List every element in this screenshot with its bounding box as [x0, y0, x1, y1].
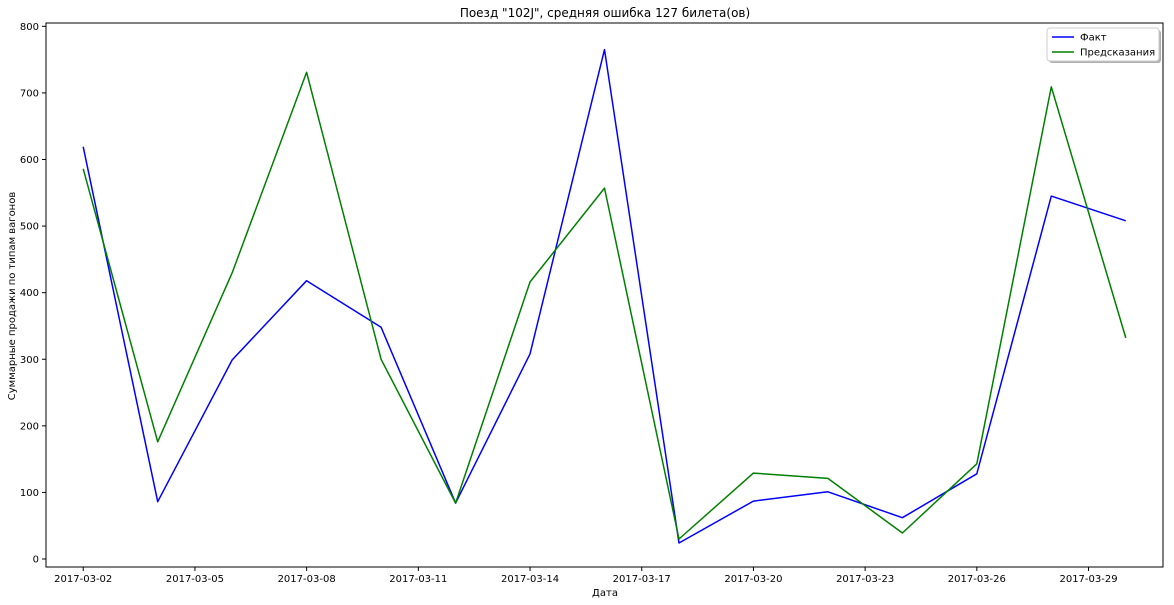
x-tick-label: 2017-03-17 [613, 574, 671, 585]
legend: Факт Предсказания [1046, 27, 1161, 63]
y-tick-label: 500 [20, 222, 39, 233]
x-tick-label: 2017-03-29 [1059, 574, 1117, 585]
x-tick-label: 2017-03-23 [836, 574, 894, 585]
y-tick-label: 400 [20, 288, 39, 299]
x-tick-label: 2017-03-26 [948, 574, 1006, 585]
x-axis: 2017-03-02 2017-03-05 2017-03-08 2017-03-11… [54, 567, 1118, 585]
chart-title: Поезд "102J", средняя ошибка 127 билета(… [460, 6, 750, 20]
y-tick-label: 600 [20, 155, 39, 166]
x-tick-label: 2017-03-14 [501, 574, 559, 585]
y-tick-label: 700 [20, 88, 39, 99]
y-tick-label: 0 [33, 555, 39, 566]
y-axis: 0 100 200 300 400 500 600 700 800 [20, 22, 46, 566]
x-tick-label: 2017-03-20 [724, 574, 782, 585]
x-tick-label: 2017-03-11 [389, 574, 447, 585]
series-line-fact [82, 48, 1127, 544]
x-tick-label: 2017-03-02 [54, 574, 112, 585]
y-axis-label: Суммарные продажи по типам вагонов [7, 192, 18, 401]
y-tick-label: 300 [20, 355, 39, 366]
legend-label: Факт [1080, 33, 1107, 44]
x-axis-label: Дата [592, 588, 618, 599]
legend-label: Предсказания [1080, 48, 1155, 59]
series-layer [82, 48, 1127, 544]
y-tick-label: 800 [20, 22, 39, 33]
plot-area [45, 22, 1164, 568]
x-tick-label: 2017-03-05 [166, 574, 224, 585]
x-tick-label: 2017-03-08 [278, 574, 336, 585]
plot-frame [45, 22, 1164, 568]
y-tick-label: 200 [20, 421, 39, 432]
legend-box [1046, 27, 1160, 62]
y-tick-label: 100 [20, 488, 39, 499]
series-line-prediction [82, 71, 1127, 540]
